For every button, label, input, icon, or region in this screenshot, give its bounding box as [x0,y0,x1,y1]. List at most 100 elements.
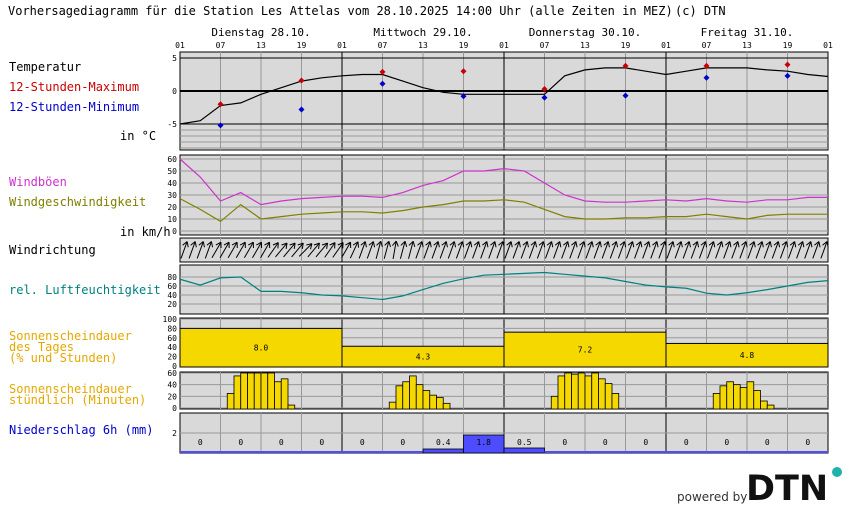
wind-arrow-head [481,241,489,248]
min-marker [298,106,305,113]
wind-arrow-shaft [512,241,520,259]
wind-arrow-head [498,241,505,248]
dtn-logo: DTN [746,469,828,509]
wind-arrow-shaft [553,241,561,259]
sunshine-hourly-bar [753,390,761,410]
wind-arrow [275,242,288,258]
wind-arrow-head [571,241,578,248]
wind-arrow-shaft [715,241,723,259]
sunshine-hourly-bar [726,381,734,410]
day-label: Donnerstag 30.10. [529,26,642,39]
wind-arrow-shaft [439,241,447,259]
wind-arrow-shaft [707,241,715,259]
hour-tick-label: 07 [540,41,550,50]
wind-arrow-head [490,241,497,248]
wind-arrow [634,241,643,259]
wind-arrow [488,241,497,259]
wind-arrow [642,241,651,259]
wind-arrow-head [635,241,643,248]
sunshine-daily-bar [665,342,829,368]
wind-arrow [392,240,399,259]
wind-arrow-head [297,242,304,249]
hour-tick-label: 13 [742,41,752,50]
wind-arrow [617,241,627,259]
temp-tick-label: -5 [167,120,177,129]
day-label: Mittwoch 29.10. [373,26,472,39]
sunshine-hourly-bar [280,378,289,410]
wind-arrow-head [595,241,602,248]
min-label: 12-Stunden-Minimum [9,100,139,114]
wind-arrow [431,241,440,259]
wind-arrow-head [281,242,288,249]
sunshine-daily-value: 7.2 [578,346,593,355]
wind-arrow [520,241,529,259]
wind-arrow-shaft [788,241,796,259]
humidity-tick-label: 40 [167,291,177,300]
copyright: (c) DTN [675,4,726,18]
wind-arrow-shaft [408,241,414,259]
wind-arrow-head [190,241,197,248]
wind-tick-label: 60 [167,155,177,164]
wind-arrow [415,241,424,259]
wind-arrow-shaft [593,241,601,259]
wind-arrow-shaft [243,241,254,259]
wind-arrow-head [289,242,296,249]
wind-arrow-shaft [366,241,374,259]
wind-arrow-shaft [464,241,472,259]
wind-arrow-head [231,241,238,249]
wind-speed-label: Windgeschwindigkeit [9,195,146,209]
hour-tick-label: 19 [297,41,307,50]
wind-arrow-head [198,241,205,248]
wind-arrow [235,241,246,259]
wind-arrow [307,242,320,258]
wind-arrow-head [264,241,271,249]
hour-tick-label: 13 [418,41,428,50]
precip-value: 0 [765,438,770,447]
precip-value: 0.5 [517,438,532,447]
wind-arrow [315,242,329,258]
wind-speed-line [179,198,828,223]
wind-arrow-head [562,241,570,248]
wind-arrow-head [660,241,667,248]
precip-value: 0 [238,438,243,447]
wind-arrow-shaft [545,241,553,259]
sunshine-hourly-bar [598,378,606,410]
wind-arrow-head [708,241,716,248]
precip-value: 0.4 [436,438,451,447]
wind-arrow-head [652,241,659,248]
wind-arrow-head [400,240,408,248]
min-marker [217,122,224,129]
wind-arrow-head [215,241,222,249]
wind-arrow-shaft [723,241,731,259]
sunshine-hourly-bar [584,375,593,410]
precip-value: 0 [805,438,810,447]
wind-arrow-shaft [674,241,682,259]
wind-tick-label: 0 [172,227,177,236]
wind-arrow-shaft [423,241,431,259]
wind-arrow-head [248,241,254,249]
sunshine-hourly-bar [267,372,275,410]
wind-arrow-head [329,242,336,249]
wind-arrow [512,241,521,259]
sunshine-daily-value: 4.3 [416,353,431,362]
wind-arrow-head [514,241,521,248]
wind-arrow-shaft [820,241,828,259]
sunshine-daily-bar [503,331,667,368]
wind-arrow-shaft [739,241,747,259]
wind-arrow-head [700,241,708,248]
wind-arrow [715,241,724,259]
wind-arrow-shaft [504,241,512,259]
max-marker [622,62,629,69]
hour-tick-label: 19 [621,41,631,50]
sunshine-daily-tick-label: 0 [172,362,177,371]
wind-arrow [366,241,376,259]
wind-arrow [341,241,352,259]
wind-arrow [593,241,602,259]
sunshine-hourly-bar [429,394,437,410]
sunshine-daily-value: 8.0 [254,344,269,353]
wind-arrow-head [306,243,313,250]
wind-arrow-head [182,241,189,248]
precip-bar [463,434,505,454]
wind-unit-label: in km/h [120,225,171,239]
